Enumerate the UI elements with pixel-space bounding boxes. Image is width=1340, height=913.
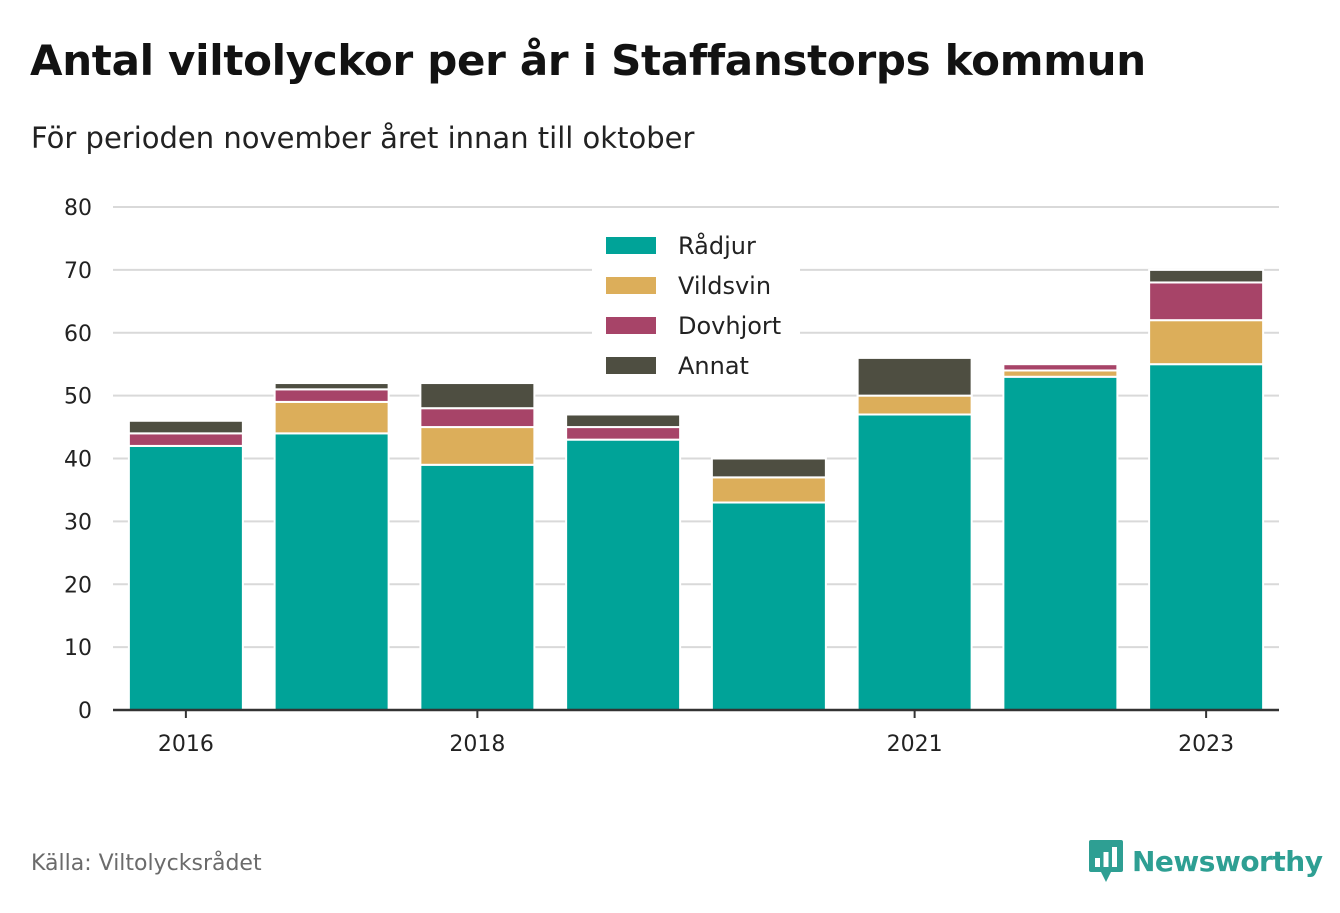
legend-label-vildsvin: Vildsvin [678,272,771,300]
y-tick-label: 20 [64,573,92,598]
y-tick-label: 40 [64,448,92,473]
bar-segment-rådjur-2021 [856,413,973,711]
y-tick-label: 60 [64,322,92,347]
bar-segment-dovhjort-2022 [1002,363,1119,372]
bar-segment-annat-2023 [1148,268,1265,284]
bar-segment-vildsvin-2020 [710,476,827,504]
legend: Rådjur Vildsvin Dovhjort Annat [592,224,800,386]
legend-swatch-rådjur [606,237,656,254]
y-tick-label: 80 [64,196,92,221]
x-axis-ticks: 2016 2018 2021 2023 [158,710,1234,757]
newsworthy-logo-icon [1089,840,1123,882]
bar-segment-annat-2017 [273,382,390,391]
bar-segment-dovhjort-2018 [419,407,536,429]
stacked-bar-chart: 0 10 20 30 40 50 60 70 80 2016 2018 2021 2023 Rådju… [64,196,1279,757]
bar-segment-rådjur-2023 [1148,363,1265,711]
x-tick-label: 2021 [887,732,943,757]
brand-name: Newsworthy [1132,844,1323,878]
bar-segment-annat-2018 [419,382,536,410]
x-tick-label: 2018 [449,732,505,757]
bar-segment-rådjur-2022 [1002,375,1119,711]
legend-swatch-vildsvin [606,277,656,294]
bar-segment-dovhjort-2019 [565,426,682,441]
bar-segment-vildsvin-2018 [419,426,536,466]
y-tick-label: 70 [64,259,92,284]
bar-segment-rådjur-2017 [273,432,390,711]
legend-swatch-dovhjort [606,317,656,334]
y-axis-ticks: 0 10 20 30 40 50 60 70 80 [64,196,92,724]
bar-segment-annat-2021 [856,356,973,397]
brand-logo: Newsworthy [1088,838,1323,884]
chart-subtitle: För perioden november året innan till ok… [31,121,695,155]
bars [127,268,1265,712]
bar-segment-rådjur-2018 [419,463,536,711]
bar-segment-rådjur-2019 [565,438,682,711]
chart-title: Antal viltolyckor per år i Staffanstorps… [30,36,1146,85]
bar-segment-rådjur-2020 [710,501,827,712]
y-tick-label: 10 [64,636,92,661]
legend-label-rådjur: Rådjur [678,231,756,260]
bar-segment-vildsvin-2023 [1148,319,1265,366]
bar-segment-rådjur-2016 [127,444,244,711]
bar-segment-dovhjort-2023 [1148,281,1265,322]
y-tick-label: 50 [64,385,92,410]
bar-segment-annat-2019 [565,413,682,429]
x-tick-label: 2016 [158,732,214,757]
y-tick-label: 0 [78,699,92,724]
bar-segment-annat-2016 [127,419,244,435]
bar-segment-annat-2020 [710,457,827,479]
bar-segment-dovhjort-2017 [273,388,390,403]
y-tick-label: 30 [64,510,92,535]
legend-swatch-annat [606,357,656,374]
legend-label-dovhjort: Dovhjort [678,312,781,340]
bar-segment-vildsvin-2021 [856,394,973,416]
bar-segment-vildsvin-2017 [273,400,390,435]
source-note: Källa: Viltolycksrådet [31,851,262,876]
legend-label-annat: Annat [678,352,749,380]
bar-segment-dovhjort-2016 [127,432,244,447]
x-tick-label: 2023 [1178,732,1234,757]
